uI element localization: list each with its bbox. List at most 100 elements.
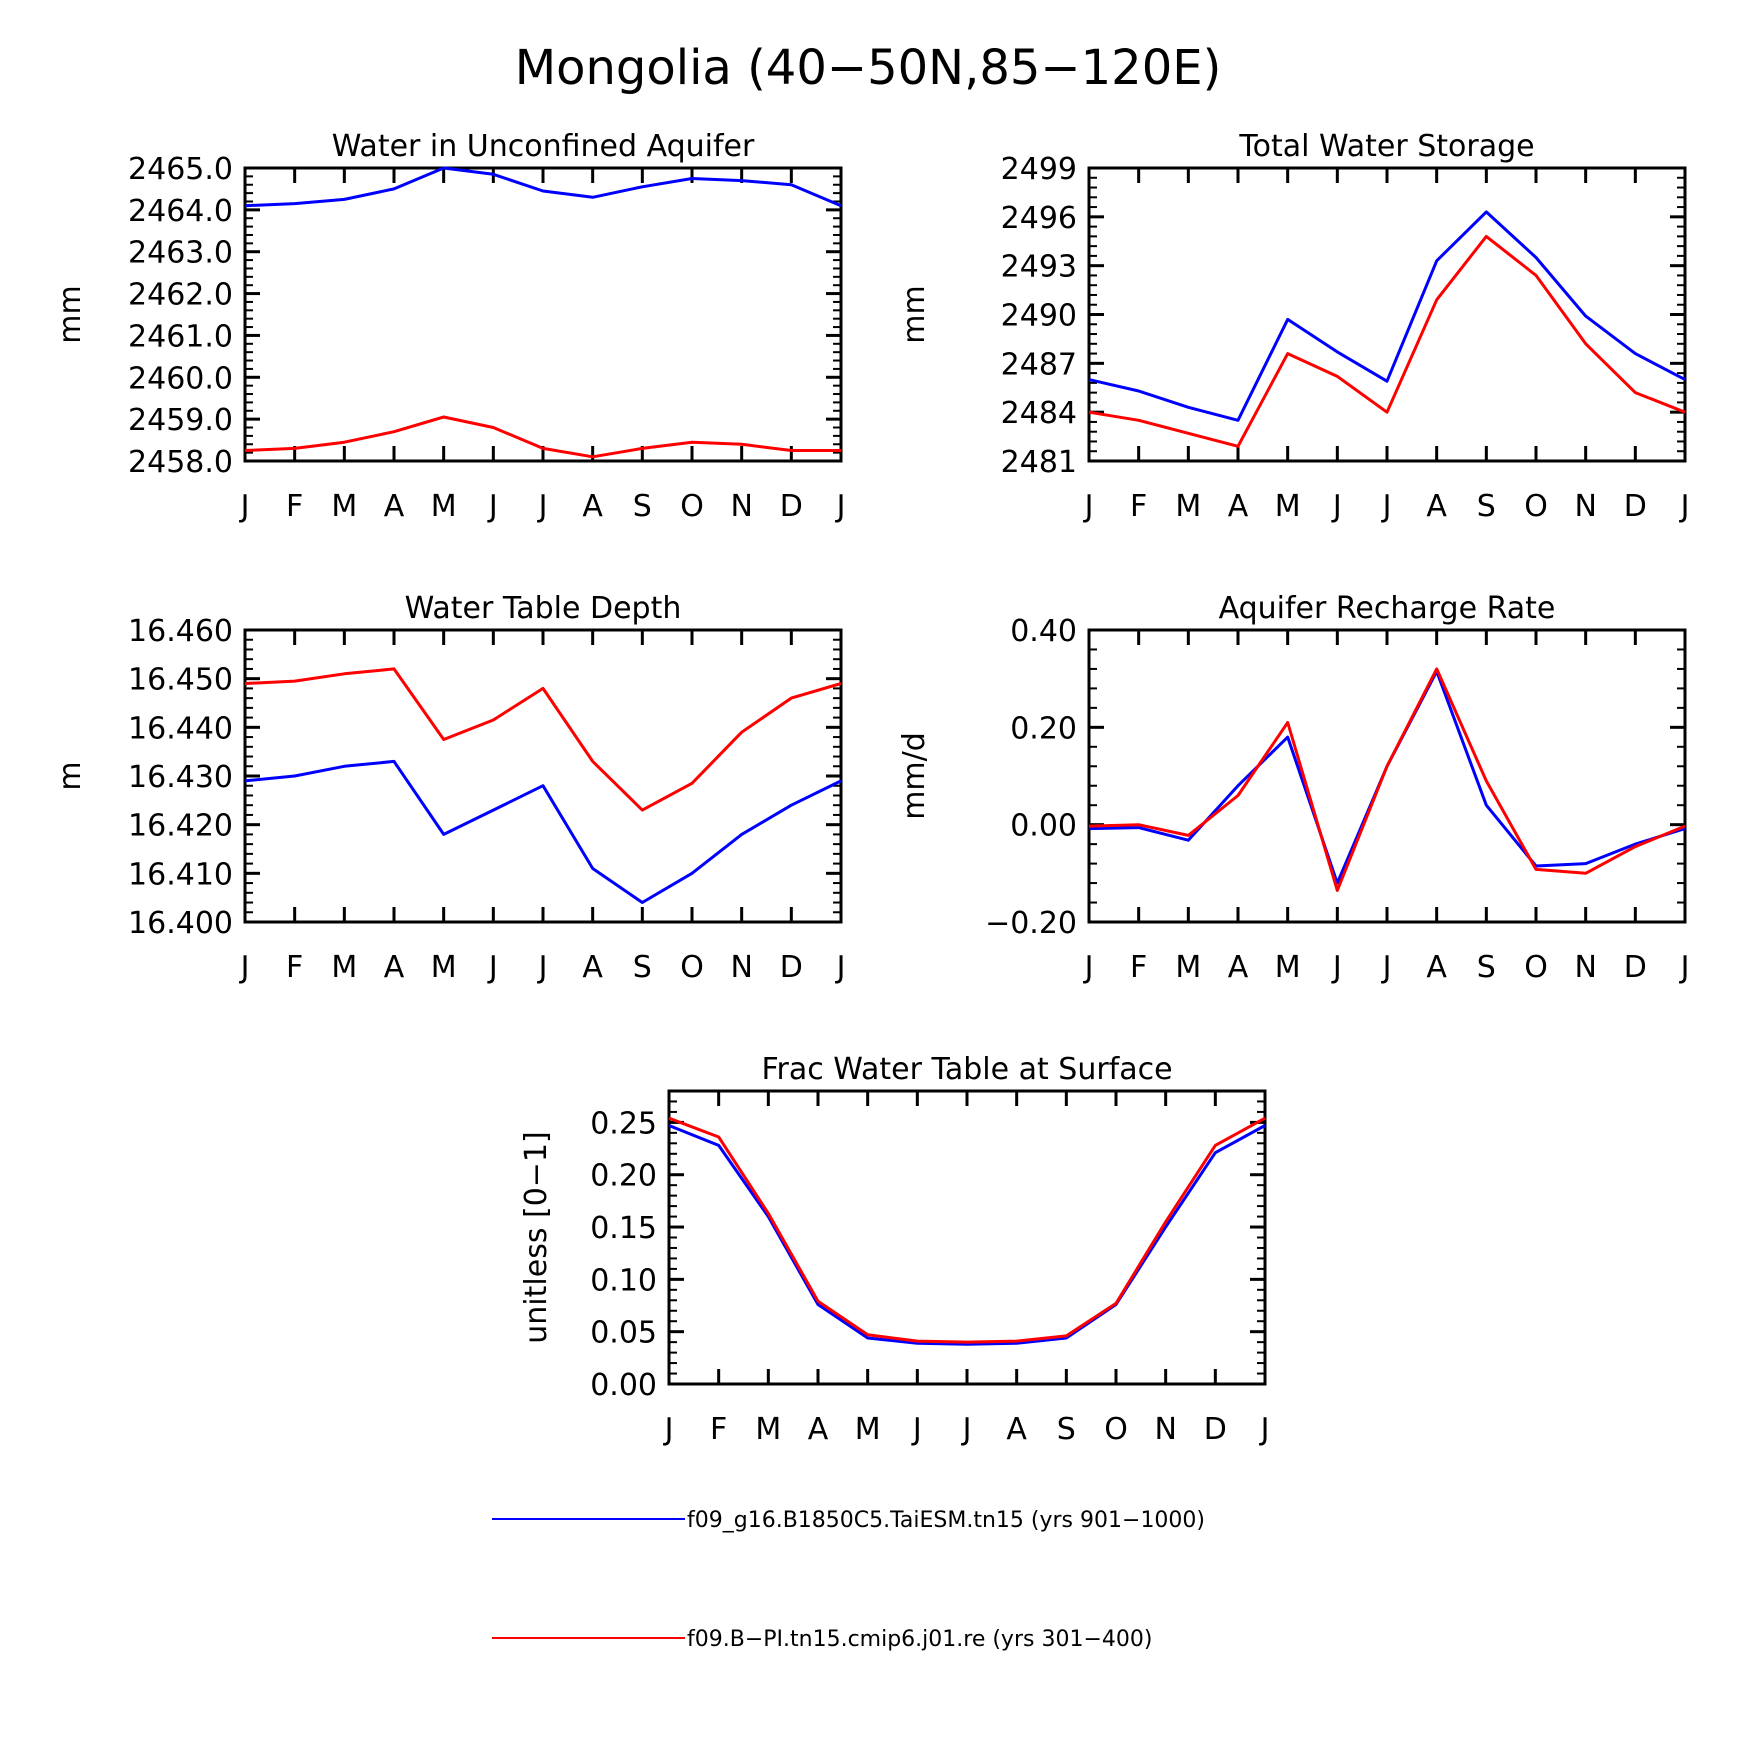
x-tick-label: D: [1204, 1412, 1227, 1447]
figure-title: Mongolia (40−50N,85−120E): [515, 40, 1222, 96]
x-tick-label: F: [1130, 950, 1147, 985]
x-tick-label: O: [1524, 950, 1548, 985]
x-tick-label: N: [1154, 1412, 1176, 1447]
x-tick-label: A: [582, 950, 603, 985]
x-tick-label: J: [537, 489, 548, 524]
x-tick-label: O: [680, 489, 704, 524]
x-tick-label: F: [286, 950, 303, 985]
y-tick-label: 2458.0: [128, 445, 233, 480]
y-axis-label: mm/d: [897, 732, 932, 820]
x-tick-label: J: [1331, 489, 1342, 524]
x-tick-label: O: [1104, 1412, 1128, 1447]
y-tick-label: 2460.0: [128, 361, 233, 396]
x-tick-label: M: [331, 950, 357, 985]
x-tick-label: S: [633, 489, 652, 524]
y-tick-label: 16.440: [128, 711, 233, 746]
panel-title: Water Table Depth: [405, 591, 682, 626]
panel-title: Water in Unconfined Aquifer: [332, 129, 755, 164]
x-tick-label: J: [1083, 489, 1094, 524]
y-tick-label: 2464.0: [128, 194, 233, 229]
y-tick-label: 0.20: [1010, 711, 1077, 746]
y-axis-label: mm: [897, 285, 932, 343]
series-line-1: [668, 1124, 1266, 1346]
y-axis-label: unitless [0−1]: [519, 1131, 554, 1343]
y-tick-label: 2463.0: [128, 236, 233, 271]
series-line-2: [668, 1116, 1266, 1344]
y-tick-label: 16.400: [128, 906, 233, 941]
x-tick-label: D: [1624, 489, 1647, 524]
y-tick-label: 2496: [1001, 201, 1077, 236]
x-tick-label: M: [331, 489, 357, 524]
x-tick-label: M: [1275, 950, 1301, 985]
x-tick-label: D: [780, 950, 803, 985]
x-tick-label: M: [431, 489, 457, 524]
y-tick-label: −0.20: [985, 906, 1077, 941]
x-tick-label: A: [1426, 950, 1447, 985]
x-tick-label: O: [1524, 489, 1548, 524]
x-tick-label: F: [710, 1412, 727, 1447]
x-tick-label: A: [582, 489, 603, 524]
y-tick-label: 0.00: [590, 1368, 657, 1403]
x-tick-label: J: [537, 950, 548, 985]
series-line-2: [1088, 667, 1686, 892]
y-tick-label: 16.430: [128, 760, 233, 795]
y-tick-label: 16.410: [128, 857, 233, 892]
y-tick-label: 0.05: [590, 1316, 657, 1351]
x-tick-label: M: [755, 1412, 781, 1447]
x-tick-label: M: [855, 1412, 881, 1447]
x-tick-label: J: [487, 489, 498, 524]
legend-label-series-1: f09_g16.B1850C5.TaiESM.tn15 (yrs 901−100…: [687, 1508, 1205, 1533]
panel-title: Aquifer Recharge Rate: [1219, 591, 1556, 626]
y-tick-label: 0.15: [590, 1211, 657, 1246]
legend-label-series-2: f09.B−PI.tn15.cmip6.j01.re (yrs 301−400): [687, 1627, 1152, 1652]
x-tick-label: J: [487, 950, 498, 985]
series-line-2: [244, 667, 842, 812]
x-tick-label: A: [1426, 489, 1447, 524]
x-tick-label: M: [1175, 950, 1201, 985]
y-tick-label: 2490: [1001, 299, 1077, 334]
y-tick-label: 0.00: [1010, 809, 1077, 844]
y-tick-label: 2484: [1001, 396, 1077, 431]
x-tick-label: J: [1083, 950, 1094, 985]
y-axis-label: mm: [53, 285, 88, 343]
x-tick-label: J: [835, 950, 846, 985]
x-tick-label: A: [384, 489, 405, 524]
y-tick-label: 0.40: [1010, 614, 1077, 649]
y-tick-label: 2465.0: [128, 152, 233, 187]
x-tick-label: S: [1057, 1412, 1076, 1447]
x-tick-label: O: [680, 950, 704, 985]
y-tick-label: 2461.0: [128, 319, 233, 354]
panel-5: Frac Water Table at Surface unitless [0−1…: [519, 1052, 1269, 1447]
x-tick-label: J: [239, 489, 250, 524]
x-tick-label: N: [730, 489, 752, 524]
x-tick-label: J: [1381, 950, 1392, 985]
y-tick-label: 2462.0: [128, 278, 233, 313]
x-tick-label: J: [835, 489, 846, 524]
x-tick-label: S: [633, 950, 652, 985]
y-tick-label: 2481: [1001, 445, 1077, 480]
x-tick-label: S: [1477, 950, 1496, 985]
x-tick-label: M: [1275, 489, 1301, 524]
x-tick-label: N: [730, 950, 752, 985]
panel-title: Frac Water Table at Surface: [761, 1052, 1172, 1087]
series-line-1: [1088, 210, 1686, 422]
x-tick-label: J: [239, 950, 250, 985]
x-tick-label: A: [1006, 1412, 1027, 1447]
x-tick-label: J: [1331, 950, 1342, 985]
series-line-1: [244, 759, 842, 904]
y-tick-label: 2499: [1001, 152, 1077, 187]
x-tick-label: A: [384, 950, 405, 985]
x-tick-label: N: [1574, 489, 1596, 524]
y-tick-label: 16.460: [128, 614, 233, 649]
legend: f09_g16.B1850C5.TaiESM.tn15 (yrs 901−100…: [492, 1508, 1205, 1652]
x-tick-label: D: [780, 489, 803, 524]
y-axis-label: m: [53, 761, 88, 790]
x-tick-label: S: [1477, 489, 1496, 524]
x-tick-label: F: [1130, 489, 1147, 524]
